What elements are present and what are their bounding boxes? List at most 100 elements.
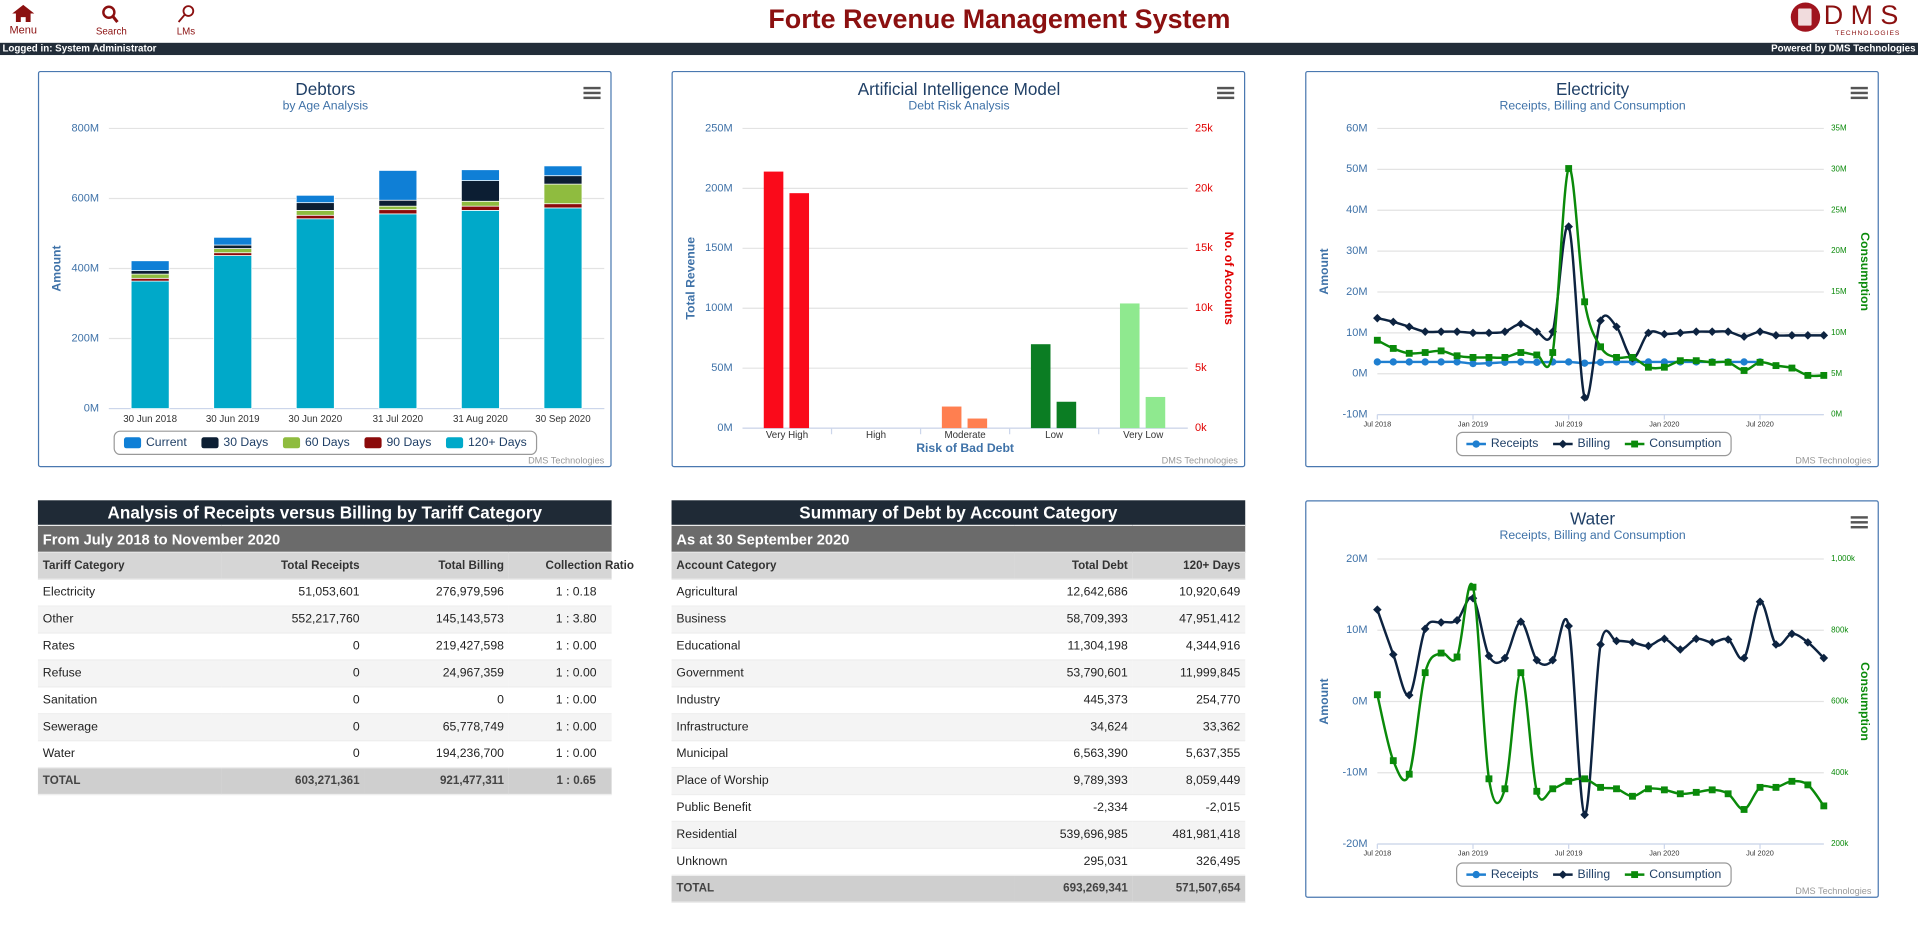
- y-tick-label: 0M: [84, 402, 99, 414]
- table-cell: 0: [221, 713, 365, 742]
- y-tick-label: 0M: [1352, 368, 1367, 380]
- y-axis-title: Total Revenue: [683, 237, 697, 320]
- table-subtitle-row: From July 2018 to November 2020: [37, 525, 612, 553]
- nav-label[interactable]: Search: [96, 26, 127, 37]
- table-cell: Unknown: [671, 848, 1015, 876]
- header-row: Tariff Category Total Receipts Total Billi…: [37, 552, 634, 580]
- y-tick-label: 250M: [705, 122, 733, 134]
- marker: [1724, 358, 1732, 366]
- legend-swatch: [123, 437, 142, 449]
- logo-name: DMS: [1824, 0, 1906, 30]
- marker: [1804, 371, 1812, 379]
- marker: [1389, 757, 1397, 765]
- chart-menu[interactable]: [1217, 86, 1235, 100]
- bar-segment: [130, 273, 170, 279]
- marker: [1739, 653, 1749, 663]
- table-subtitle-row: As at 30 September 2020: [671, 525, 1246, 553]
- marker: [1676, 645, 1685, 654]
- table-cell: 11,999,845: [1132, 659, 1246, 688]
- marker: [1580, 359, 1589, 367]
- bar-segment: [213, 248, 253, 254]
- table-cell: 194,236,700: [364, 740, 509, 769]
- table-cell: Agricultural: [671, 579, 1015, 607]
- table-panel: Analysis of Receipts versus Billing by T…: [37, 500, 634, 796]
- y-tick-label: 40M: [1346, 204, 1367, 216]
- bar-segment: [461, 169, 500, 181]
- marker: [1660, 363, 1668, 371]
- marker: [1436, 327, 1446, 336]
- x-tick-label: Jan 2020: [1649, 849, 1679, 858]
- marker: [1788, 777, 1796, 785]
- marker: [1405, 349, 1413, 357]
- x-tick-label: Jul 2019: [1555, 849, 1583, 858]
- x-tick-label: High: [866, 430, 886, 441]
- table-cell: 276,979,596: [364, 579, 509, 607]
- y2-tick-label: 1,000k: [1831, 554, 1855, 563]
- x-tick-label: Jul 2018: [1363, 849, 1391, 858]
- table-cell: 6,563,390: [1014, 740, 1133, 769]
- marker: [1820, 371, 1828, 379]
- legend-label: Consumption: [1649, 867, 1721, 881]
- chart-menu[interactable]: [1850, 516, 1868, 529]
- chart-subtitle: Receipts, Billing and Consumption: [1500, 99, 1686, 113]
- legend-label: 90 Days: [386, 435, 431, 449]
- table-row: Water 0 194,236,700 1 : 0.00: [37, 740, 612, 769]
- total-cell: 1 : 0.65: [508, 767, 612, 796]
- y2-tick-label: 25k: [1195, 122, 1213, 134]
- table-cell: 0: [221, 740, 365, 769]
- marker: [1437, 347, 1445, 355]
- marker: [1389, 345, 1397, 352]
- chart-credit: DMS Technologies: [528, 456, 605, 466]
- table-row: Municipal 6,563,390 5,637,355: [671, 740, 1246, 769]
- table-cell: Place of Worship: [671, 767, 1015, 796]
- bar-segment: [543, 183, 583, 205]
- y2-tick-label: 0M: [1831, 410, 1842, 419]
- table-row: Educational 11,304,198 4,344,916: [671, 633, 1246, 661]
- marker: [1388, 650, 1398, 659]
- bar-segment: [461, 205, 500, 211]
- table-title-row: Summary of Debt by Account Category: [671, 500, 1246, 526]
- marker: [1707, 327, 1717, 336]
- bar-segment: [213, 255, 253, 409]
- column-header: Collection Ratio: [508, 552, 634, 580]
- x-tick-label: Moderate: [944, 430, 985, 441]
- nav-label[interactable]: LMs: [177, 26, 196, 37]
- y-tick-label: 0M: [717, 422, 732, 434]
- bar-segment: [130, 277, 170, 282]
- total-cell: TOTAL: [671, 875, 1015, 903]
- chart-menu[interactable]: [583, 86, 601, 100]
- y-tick-label: 600M: [72, 192, 100, 204]
- bar-segment: [295, 210, 335, 216]
- marker: [1692, 788, 1700, 796]
- marker: [1373, 691, 1381, 699]
- nav-search[interactable]: Search: [96, 5, 127, 38]
- nav-lms[interactable]: LMs: [177, 5, 196, 37]
- y2-tick-label: 25M: [1831, 205, 1846, 214]
- bar: [941, 406, 962, 429]
- nav-menu[interactable]: Menu: [9, 4, 37, 37]
- legend-label: Current: [146, 435, 187, 449]
- chart-title: Electricity: [1556, 80, 1630, 99]
- bar-segment: [543, 165, 583, 177]
- logo-tagline: TECHNOLOGIES: [1835, 30, 1900, 37]
- nav-label[interactable]: Menu: [9, 24, 37, 36]
- marker: [1676, 357, 1684, 365]
- marker: [1500, 327, 1510, 336]
- chart-menu[interactable]: [1850, 86, 1868, 100]
- column-header: 120+ Days: [1132, 552, 1246, 580]
- chart-subtitle: by Age Analysis: [283, 99, 369, 113]
- marker: [1484, 328, 1494, 338]
- bar: [1119, 303, 1140, 429]
- table-cell: 12,642,686: [1014, 579, 1133, 607]
- data-table: Summary of Debt by Account Category As at…: [671, 500, 1246, 903]
- bar-segment: [295, 194, 335, 204]
- marker: [1597, 783, 1604, 791]
- y2-tick-label: 20k: [1195, 182, 1213, 194]
- marker: [1517, 349, 1525, 356]
- marker: [1644, 363, 1652, 371]
- marker: [1580, 393, 1589, 402]
- table-cell: 0: [364, 686, 509, 715]
- chart-title: Water: [1570, 509, 1615, 528]
- marker: [1549, 349, 1557, 356]
